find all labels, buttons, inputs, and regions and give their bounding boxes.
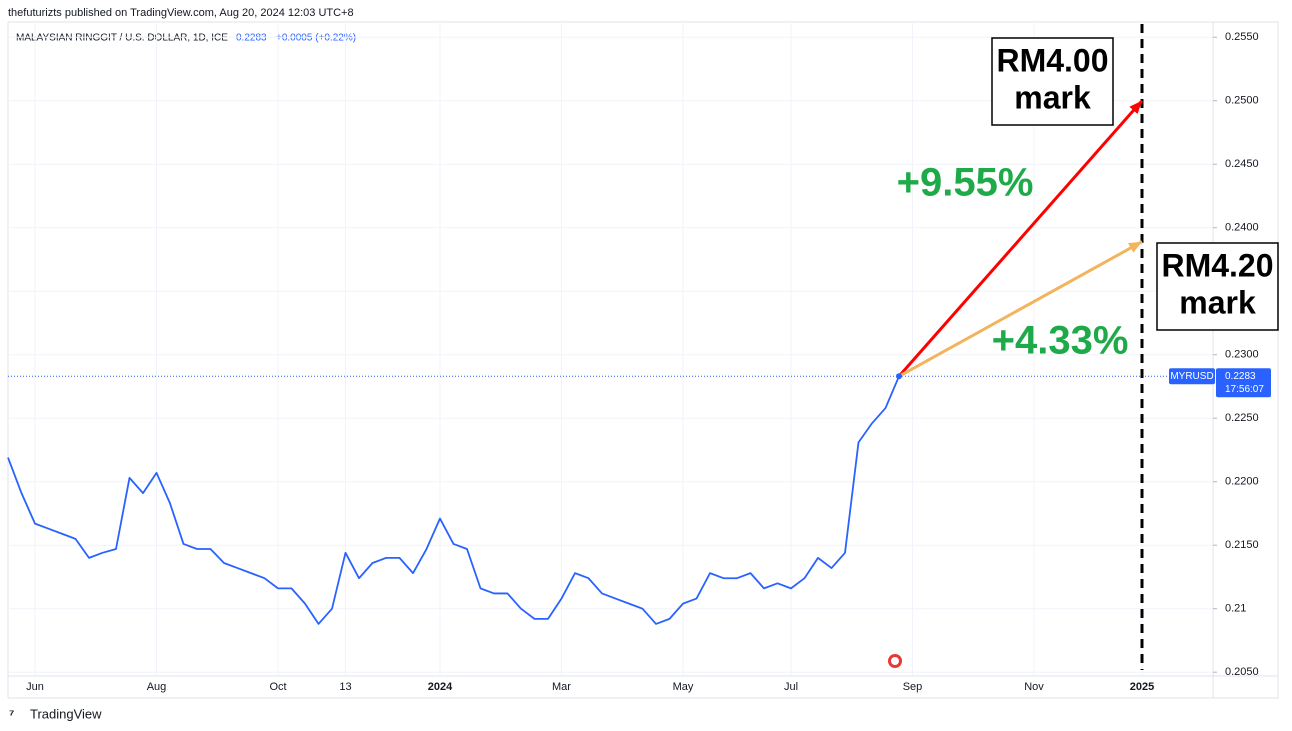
target-label: RM4.20 [1161, 247, 1273, 283]
target-box [1156, 242, 1279, 331]
x-tick-label: 2024 [428, 681, 453, 693]
x-tick-label: Aug [147, 681, 167, 693]
price-change: +0.0005 (+0.22%) [276, 33, 356, 44]
y-tick-label: 0.2500 [1225, 95, 1259, 107]
y-tick-label: 0.2300 [1225, 349, 1259, 361]
x-tick-label: Sep [903, 681, 923, 693]
y-tick-label: 0.2150 [1225, 539, 1259, 551]
x-tick-label: Mar [552, 681, 571, 693]
publisher: thefuturizts published on TradingView.co… [8, 7, 354, 19]
price-badge-countdown: 17:56:07 [1225, 384, 1264, 395]
arrow-head [1129, 100, 1142, 115]
x-tick-label: Jul [784, 681, 798, 693]
target-arrow [897, 99, 1144, 378]
y-tick-label: 0.2450 [1225, 158, 1259, 170]
y-tick-label: 0.2050 [1225, 666, 1259, 678]
y-tick-label: 0.21 [1225, 603, 1246, 615]
x-tick-label: Oct [269, 681, 286, 693]
y-tick-label: 0.2550 [1225, 31, 1259, 43]
x-tick-label: Jun [26, 681, 44, 693]
y-tick-label: 0.2200 [1225, 476, 1259, 488]
chart-frame [7, 21, 1279, 699]
target-change: +4.33% [992, 319, 1129, 363]
target-box [991, 37, 1114, 126]
grid [8, 22, 1213, 676]
y-tick-label: 0.2250 [1225, 412, 1259, 424]
symbol-title: MALAYSIAN RINGGIT / U.S. DOLLAR, 1D, ICE [16, 33, 228, 44]
target-label: mark [1014, 79, 1091, 115]
price-line [7, 375, 900, 625]
target-label: RM4.00 [996, 42, 1108, 78]
target-change: +9.55% [897, 161, 1034, 205]
price-badge-value: 0.2283 [1225, 371, 1256, 382]
target-label: mark [1179, 284, 1256, 320]
symbol-badge [1169, 368, 1215, 385]
x-tick-label: May [673, 681, 694, 693]
last-price: 0.2283 [236, 33, 267, 44]
target-arrow [898, 240, 1143, 378]
footer-logo: ⁷ [9, 706, 14, 721]
x-tick-label: 2025 [1130, 681, 1154, 693]
x-tick-label: 13 [339, 681, 351, 693]
y-tick-label: 0.2400 [1225, 222, 1259, 234]
arrow-head [1128, 241, 1142, 253]
last-point [896, 373, 902, 380]
symbol-badge-label: MYRUSD [1170, 371, 1213, 382]
event-icon-inner [891, 657, 899, 665]
footer-logo-text: TradingView [30, 706, 102, 721]
x-tick-label: Nov [1024, 681, 1044, 693]
price-badge [1216, 368, 1271, 398]
